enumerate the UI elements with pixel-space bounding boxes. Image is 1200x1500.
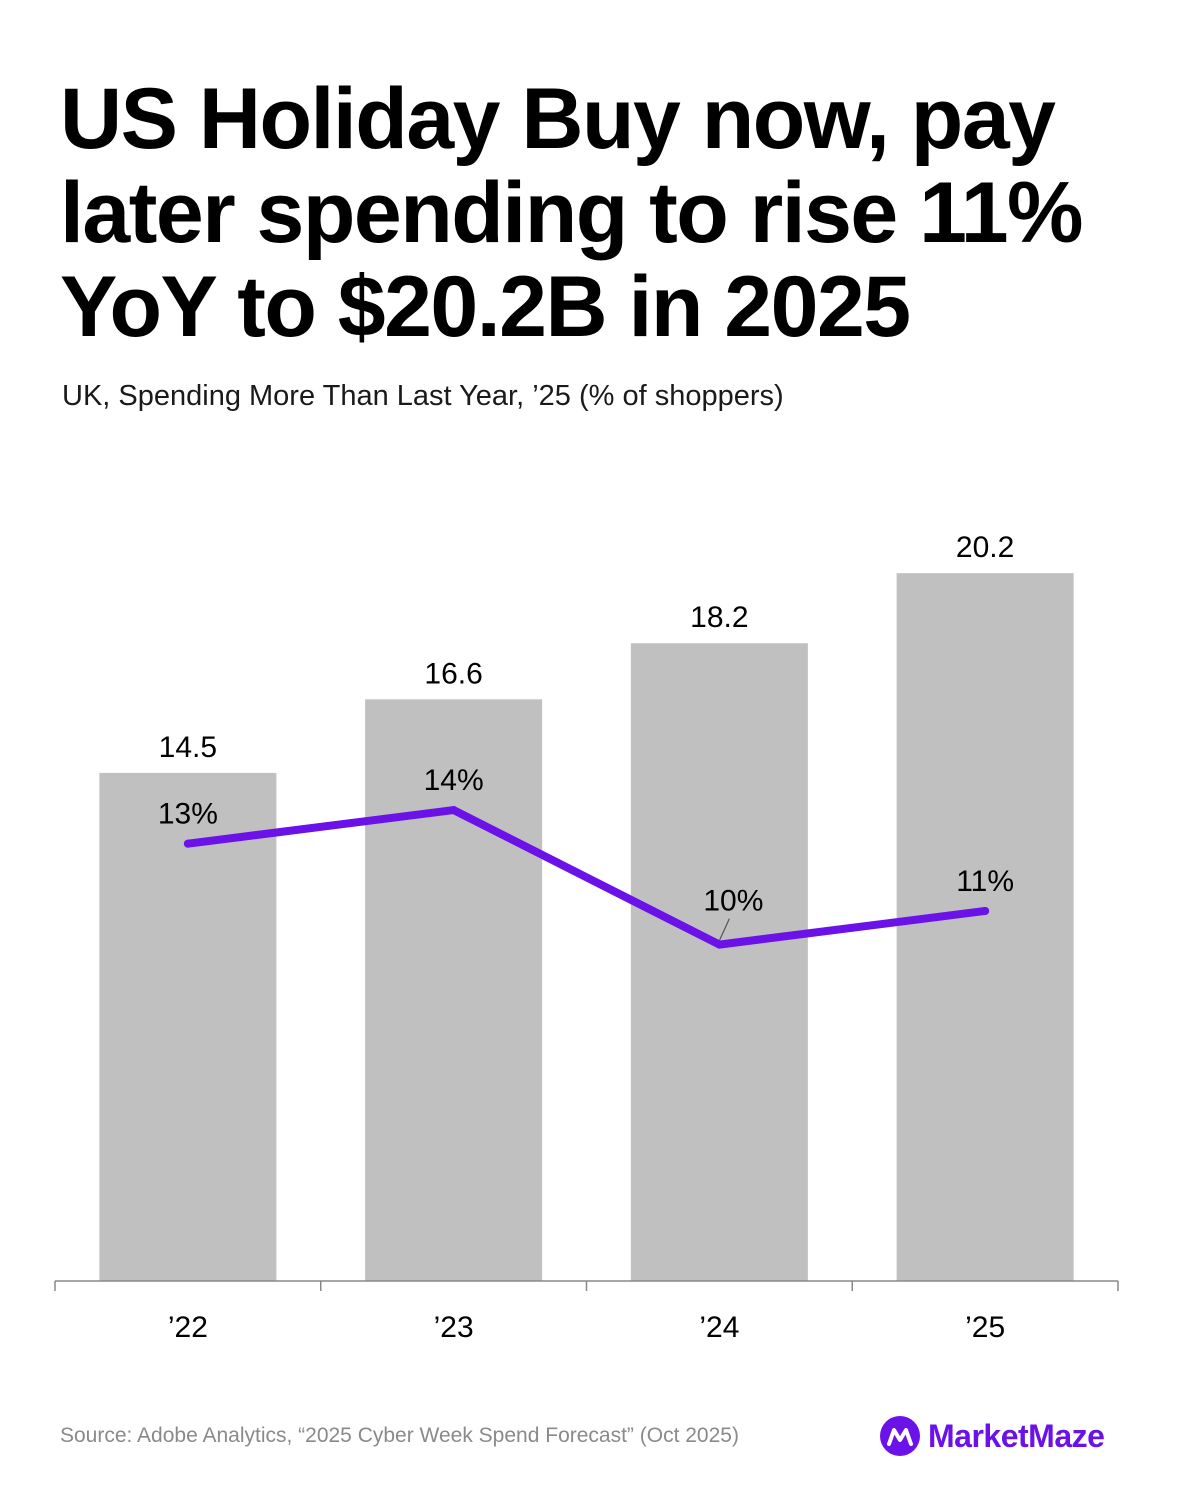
chart-subtitle: UK, Spending More Than Last Year, ’25 (%… — [62, 380, 784, 412]
line-point — [183, 839, 192, 848]
bar-value-label: 16.6 — [424, 657, 482, 690]
bar-series — [99, 573, 1074, 1281]
brand-logo[interactable]: MarketMaze — [880, 1414, 1105, 1458]
line-point — [715, 940, 724, 949]
label-leader-line — [718, 918, 730, 941]
source-note: Source: Adobe Analytics, “2025 Cyber Wee… — [60, 1424, 739, 1447]
bar-value-label: 14.5 — [159, 731, 217, 764]
x-tick-label: ’23 — [434, 1311, 474, 1344]
brand-name: MarketMaze — [928, 1417, 1105, 1454]
x-tick-label: ’24 — [699, 1311, 739, 1344]
x-tick-label: ’22 — [168, 1311, 208, 1344]
bar-value-label: 20.2 — [956, 531, 1014, 564]
bar-value-labels: 14.5 16.6 18.2 20.2 — [159, 531, 1015, 764]
marketmaze-logo-icon — [880, 1416, 920, 1456]
page-title: US Holiday Buy now, pay later spending t… — [60, 71, 1084, 355]
x-axis: ’22 ’23 ’24 ’25 — [54, 1280, 1119, 1344]
bar — [365, 699, 543, 1281]
growth-value-labels: 13% 14% 10% 11% — [158, 764, 1014, 941]
growth-line-series — [183, 806, 990, 949]
bar — [896, 573, 1074, 1281]
growth-line — [183, 806, 990, 949]
line-value-label: 14% — [424, 764, 484, 797]
line-value-label: 11% — [956, 865, 1014, 898]
x-tick-label: ’25 — [965, 1311, 1005, 1344]
bar — [99, 772, 277, 1281]
bar — [630, 643, 808, 1281]
line-value-label: 13% — [158, 798, 218, 831]
line-point — [449, 806, 458, 815]
bar-value-label: 18.2 — [690, 601, 748, 634]
line-value-label: 10% — [703, 885, 763, 918]
line-point — [981, 906, 990, 915]
